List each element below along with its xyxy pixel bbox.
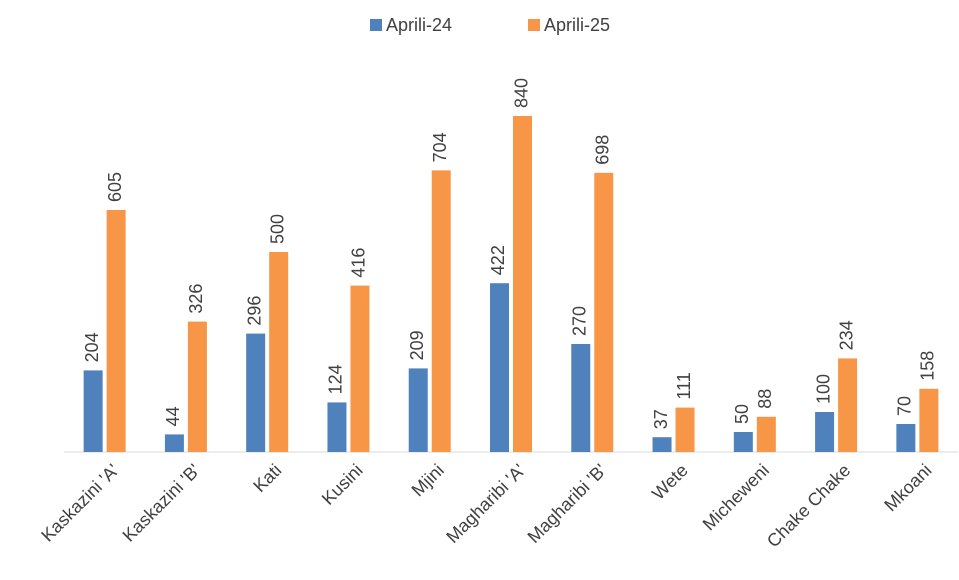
value-label: 840 (511, 78, 531, 108)
bar (571, 344, 591, 452)
bar (896, 424, 916, 452)
value-label: 326 (186, 284, 206, 314)
bar (246, 333, 266, 452)
value-label: 70 (895, 396, 915, 416)
bar (675, 407, 695, 452)
value-label: 270 (570, 306, 590, 336)
x-tick-label: Chake Chake (763, 460, 854, 551)
value-label: 37 (651, 409, 671, 429)
x-tick-label: Micheweni (699, 460, 773, 534)
value-label: 111 (674, 372, 694, 399)
legend-label: Aprili-25 (544, 15, 610, 35)
value-label: 100 (813, 374, 833, 404)
value-label: 422 (488, 245, 508, 275)
value-label: 296 (244, 296, 264, 326)
value-label: 416 (349, 248, 369, 278)
value-label: 44 (163, 406, 183, 426)
bar (919, 388, 939, 452)
bar (838, 358, 858, 452)
x-tick-label: Kati (249, 460, 285, 496)
value-label: 50 (732, 404, 752, 424)
bar (490, 283, 509, 452)
bar (269, 252, 289, 452)
bar (513, 116, 532, 452)
value-label: 605 (105, 172, 125, 202)
value-label: 124 (326, 364, 346, 394)
bar (106, 210, 126, 452)
bar (327, 402, 347, 452)
legend-swatch (370, 19, 382, 31)
value-label: 234 (836, 320, 856, 350)
value-label: 500 (267, 214, 287, 244)
x-tick-label: Kusini (318, 460, 367, 509)
bar (187, 321, 207, 452)
value-label: 158 (918, 351, 938, 381)
x-tick-label: Kaskazini 'A' (37, 460, 123, 546)
value-label: 88 (755, 389, 775, 409)
bar (815, 412, 835, 452)
value-label: 204 (82, 332, 102, 362)
bar (350, 285, 370, 452)
legend-swatch (528, 19, 540, 31)
bar (594, 172, 614, 453)
value-label: 698 (593, 135, 613, 165)
x-tick-label: Magharibi 'A' (442, 460, 529, 547)
value-label: 704 (430, 132, 450, 162)
x-tick-label: Wete (648, 460, 692, 504)
x-tick-label: Mkoani (880, 460, 935, 515)
bar (733, 432, 753, 452)
x-tick-label: Kaskazini 'B' (119, 460, 205, 546)
bar (756, 416, 776, 452)
x-tick-label: Mjini (408, 460, 448, 500)
bar (652, 437, 672, 452)
bar (164, 434, 184, 452)
x-tick-label: Magharibi 'B' (524, 460, 611, 547)
legend-label: Aprili-24 (386, 15, 452, 35)
bar (431, 170, 451, 452)
bar (83, 370, 103, 452)
value-label: 209 (407, 330, 427, 360)
bar (408, 368, 428, 452)
